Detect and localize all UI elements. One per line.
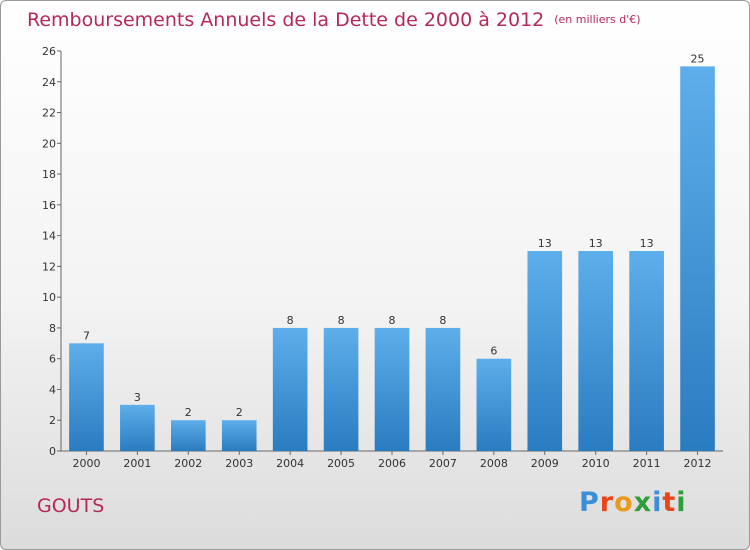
chart-title-text: Remboursements Annuels de la Dette de 20… xyxy=(27,9,545,31)
data-label-2007: 8 xyxy=(439,314,446,327)
logo-letter: t xyxy=(662,487,677,518)
y-tick-label: 10 xyxy=(42,291,56,304)
x-tick-label-2009: 2009 xyxy=(531,457,559,470)
y-tick-label: 18 xyxy=(42,168,56,181)
y-tick-label: 14 xyxy=(42,230,56,243)
y-tick-label: 0 xyxy=(49,445,56,458)
y-tick-label: 24 xyxy=(42,76,56,89)
y-tick-label: 22 xyxy=(42,107,56,120)
x-tick-label-2005: 2005 xyxy=(327,457,355,470)
chart-title: Remboursements Annuels de la Dette de 20… xyxy=(27,9,641,31)
x-tick-label-2001: 2001 xyxy=(123,457,151,470)
data-label-2002: 2 xyxy=(185,406,192,419)
data-label-2006: 8 xyxy=(389,314,396,327)
bar-2012 xyxy=(680,66,715,451)
y-tick-label: 12 xyxy=(42,260,56,273)
data-label-2005: 8 xyxy=(338,314,345,327)
bar-2009 xyxy=(527,251,563,451)
data-label-2009: 13 xyxy=(538,237,552,250)
bar-2007 xyxy=(425,327,461,451)
logo-letter: P xyxy=(579,487,600,518)
y-tick-label: 4 xyxy=(49,383,56,396)
logo-letter: x xyxy=(633,487,653,518)
x-tick-label-2004: 2004 xyxy=(276,457,304,470)
data-label-2012: 25 xyxy=(691,52,705,65)
bar-2003 xyxy=(221,420,257,451)
bar-2005 xyxy=(323,327,359,451)
bar-2002 xyxy=(170,420,206,451)
data-label-2008: 6 xyxy=(490,345,497,358)
y-tick-label: 26 xyxy=(42,45,56,58)
logo-letter: r xyxy=(599,487,615,518)
data-label-2003: 2 xyxy=(236,406,243,419)
chart-unit: (en milliers d'€) xyxy=(554,13,641,26)
bar-2011 xyxy=(629,251,664,451)
y-tick-label: 2 xyxy=(49,414,56,427)
y-tick-label: 6 xyxy=(49,353,56,366)
bar-2000 xyxy=(69,343,104,451)
bar-2006 xyxy=(374,327,410,451)
data-label-2011: 13 xyxy=(640,237,654,250)
x-tick-label-2012: 2012 xyxy=(684,457,712,470)
x-tick-label-2003: 2003 xyxy=(225,457,253,470)
bar-2010 xyxy=(578,251,614,451)
logo-letter: i xyxy=(652,487,663,518)
x-tick-label-2002: 2002 xyxy=(174,457,202,470)
proxiti-logo: Proxiti xyxy=(579,487,687,518)
data-label-2004: 8 xyxy=(287,314,294,327)
y-tick-label: 16 xyxy=(42,199,56,212)
y-tick-label: 20 xyxy=(42,137,56,150)
y-tick-label: 8 xyxy=(49,322,56,335)
data-label-2001: 3 xyxy=(134,391,141,404)
x-tick-label-2010: 2010 xyxy=(582,457,610,470)
x-tick-label-2000: 2000 xyxy=(72,457,100,470)
x-tick-label-2006: 2006 xyxy=(378,457,406,470)
x-tick-label-2008: 2008 xyxy=(480,457,508,470)
bar-2008 xyxy=(476,358,512,451)
x-tick-label-2011: 2011 xyxy=(633,457,661,470)
commune-name: GOUTS xyxy=(37,495,105,517)
data-label-2000: 7 xyxy=(83,329,90,342)
data-label-2010: 13 xyxy=(589,237,603,250)
bar-2004 xyxy=(272,327,308,451)
x-tick-label-2007: 2007 xyxy=(429,457,457,470)
logo-letter: i xyxy=(676,487,687,518)
bar-2001 xyxy=(120,404,155,451)
logo-letter: o xyxy=(614,487,634,518)
